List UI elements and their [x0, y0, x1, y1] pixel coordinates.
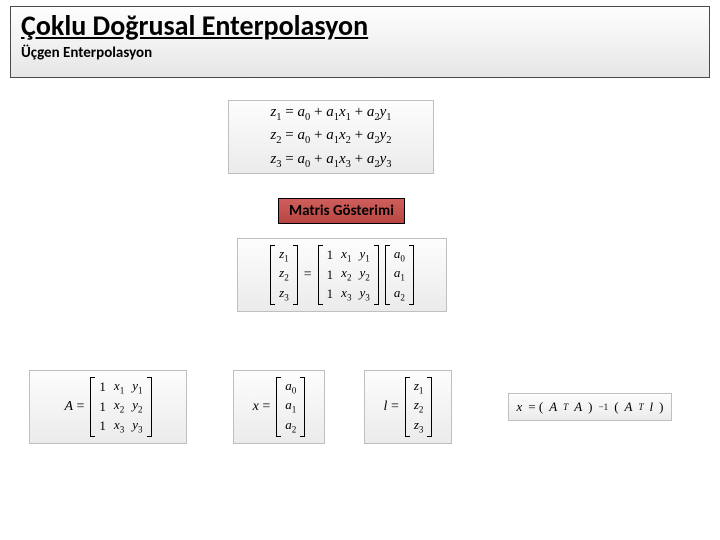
A-label: A = [64, 399, 84, 415]
matrix-equation: z1 z2 z3 = 111 x1 x2 x3 y1 y2 y3 [270, 245, 414, 305]
l-definition-box: l = z1 z2 z3 [364, 370, 452, 444]
l-vector-def: z1 z2 z3 [405, 377, 433, 437]
matrix-form-box: z1 z2 z3 = 111 x1 x2 x3 y1 y2 y3 [237, 238, 447, 312]
l-equation: l = z1 z2 z3 [384, 377, 433, 437]
l-label: l = [384, 399, 399, 415]
matrix-representation-label: Matris Gösterimi [278, 198, 405, 224]
equals-sign: = [304, 267, 312, 283]
A-equation: A = 111 x1 x2 x3 y1 y2 y3 [64, 377, 151, 437]
equations-box: z1 = a0 + a1x1 + a2y1 z2 = a0 + a1x2 + a… [228, 100, 434, 174]
x-equation: x = a0 a1 a2 [253, 377, 306, 437]
equation-stack: z1 = a0 + a1x1 + a2y1 z2 = a0 + a1x2 + a… [270, 103, 391, 172]
label-text: Matris Gösterimi [289, 202, 394, 220]
solution-formula: x = (ATA)−1 (ATl) [516, 399, 663, 415]
equation-line: z1 = a0 + a1x1 + a2y1 [270, 103, 391, 125]
page-subtitle: Üçgen Enterpolasyon [21, 44, 699, 62]
solution-box: x = (ATA)−1 (ATl) [508, 393, 672, 421]
a-vector: a0 a1 a2 [385, 245, 414, 305]
equation-line: z3 = a0 + a1x3 + a2y3 [270, 150, 391, 172]
z-vector: z1 z2 z3 [270, 245, 298, 305]
x-definition-box: x = a0 a1 a2 [233, 370, 325, 444]
x-vector-def: a0 a1 a2 [276, 377, 305, 437]
header-box: Çoklu Doğrusal Enterpolasyon Üçgen Enter… [10, 6, 710, 78]
A-matrix-def: 111 x1 x2 x3 y1 y2 y3 [90, 377, 151, 437]
page-title: Çoklu Doğrusal Enterpolasyon [21, 11, 699, 42]
A-matrix: 111 x1 x2 x3 y1 y2 y3 [318, 245, 379, 305]
x-label: x = [253, 399, 271, 415]
A-definition-box: A = 111 x1 x2 x3 y1 y2 y3 [29, 370, 187, 444]
equation-line: z2 = a0 + a1x2 + a2y2 [270, 126, 391, 148]
